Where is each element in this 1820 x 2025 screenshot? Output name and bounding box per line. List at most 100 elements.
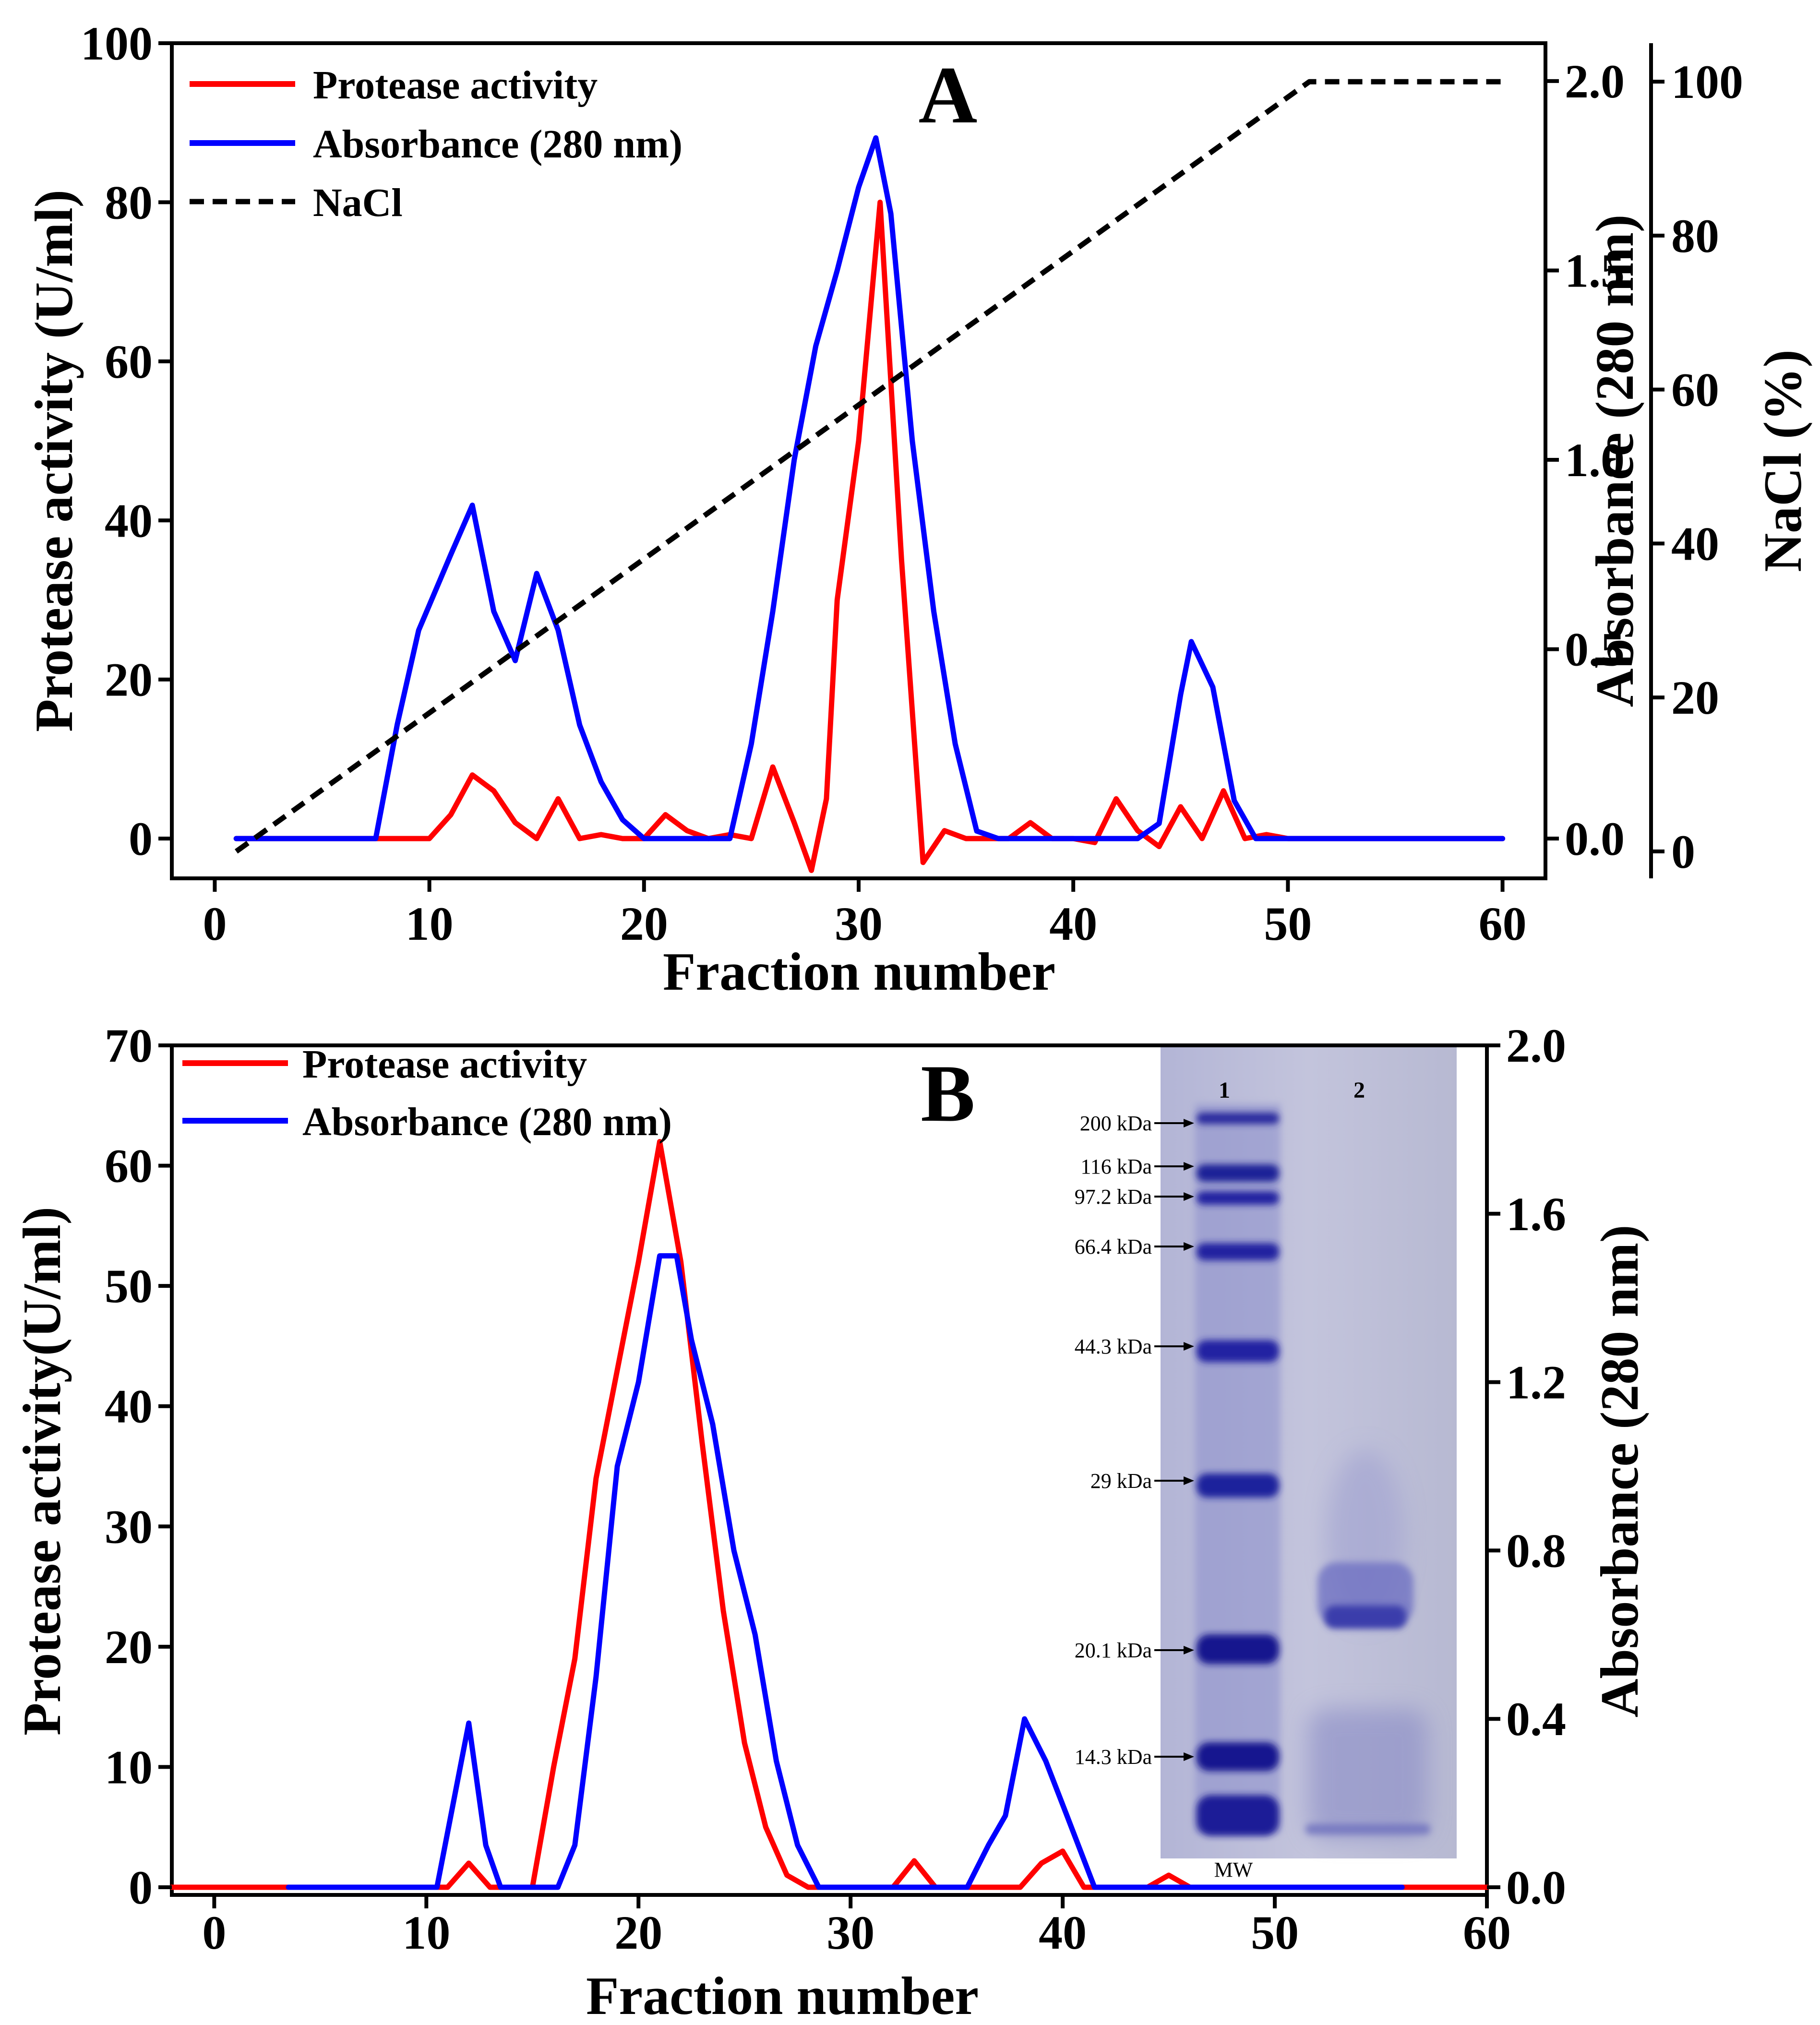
panel-a-series-layer bbox=[233, 79, 1506, 873]
gel-marker-arrow-head bbox=[1184, 1162, 1194, 1171]
b-y2-tick-label: 0.4 bbox=[1506, 1692, 1566, 1746]
gel-marker-arrow-head bbox=[1184, 1119, 1194, 1127]
b-x-tick-label: 40 bbox=[1039, 1906, 1087, 1959]
legend-b-absorbance-label: Absorbance (280 nm) bbox=[302, 1100, 672, 1144]
a-y3-tick-label: 80 bbox=[1671, 209, 1719, 263]
b-y-tick-label: 40 bbox=[105, 1380, 153, 1433]
panel-b-plot-frame bbox=[170, 1043, 1489, 1897]
sds-page-gel-inset: 1 2 MW 200 kDa 116 kDa 97.2 kDa 66.4 kDa 44.… bbox=[1075, 1047, 1457, 1881]
panel-b-chart: 0 10 20 30 40 50 60 0 10 20 30 40 50 60 70 0.0 0.4 0.8 1.2… bbox=[12, 1019, 1650, 2025]
panel-a-x-axis-label: Fraction number bbox=[663, 942, 1055, 1002]
panel-a-legend: Protease activity Absorbance (280 nm) Na… bbox=[190, 63, 682, 225]
a-y-tick-label: 40 bbox=[105, 494, 153, 547]
series-b-absorbance-line bbox=[286, 1253, 1405, 1890]
gel-marker-arrow-head bbox=[1184, 1242, 1194, 1251]
a-y2-tick-label: 2.0 bbox=[1565, 55, 1625, 108]
gel-marker-label: 116 kDa bbox=[1080, 1155, 1152, 1178]
gel-lane-1-smear bbox=[1195, 1104, 1281, 1833]
b-y-tick-label: 0 bbox=[129, 1861, 153, 1914]
gel-lane-2-number: 2 bbox=[1353, 1078, 1365, 1103]
ladder-band-29 bbox=[1197, 1474, 1279, 1498]
gel-ladder-bands bbox=[1197, 1113, 1279, 1836]
panel-b-y-axis-label: Protease activity(U/ml) bbox=[12, 1207, 72, 1736]
b-x-tick-label: 30 bbox=[826, 1906, 874, 1959]
a-y-tick-label: 0 bbox=[129, 812, 153, 865]
gel-lane-1-number: 1 bbox=[1219, 1078, 1230, 1103]
ladder-band-44 bbox=[1197, 1340, 1279, 1362]
ladder-band-116 bbox=[1197, 1164, 1279, 1182]
b-x-tick-label: 20 bbox=[614, 1906, 662, 1959]
a-y-tick-label: 100 bbox=[81, 17, 153, 70]
a-y-tick-label: 20 bbox=[105, 653, 153, 707]
series-a-absorbance-line bbox=[233, 135, 1506, 841]
panel-b-x-axis-label: Fraction number bbox=[586, 1966, 979, 2025]
a-x-tick-label: 50 bbox=[1264, 897, 1312, 950]
series-a-nacl-line bbox=[234, 79, 1503, 854]
a-y3-tick-label: 100 bbox=[1671, 55, 1743, 108]
panel-a-chart: 0 10 20 30 40 50 60 0 20 40 60 80 100 0.0 0.5 1.0 1.5 2.0… bbox=[24, 17, 1813, 1002]
b-y2-tick-label: 0.0 bbox=[1506, 1861, 1566, 1914]
a-y3-tick-label: 60 bbox=[1671, 363, 1719, 417]
panel-a-letter: A bbox=[919, 50, 978, 140]
panel-b-y2-axis-label: Absorbance (280 nm) bbox=[1590, 1225, 1650, 1718]
b-x-tick-label: 10 bbox=[402, 1906, 450, 1959]
legend-a-absorbance-label: Absorbance (280 nm) bbox=[313, 122, 682, 167]
b-y-tick-label: 30 bbox=[105, 1500, 153, 1553]
a-y2-tick-label: 0.0 bbox=[1565, 812, 1625, 865]
panel-b-legend: Protease activity Absorbance (280 nm) bbox=[182, 1042, 672, 1144]
ladder-band-200 bbox=[1197, 1113, 1279, 1124]
gel-marker-label: 200 kDa bbox=[1080, 1112, 1152, 1135]
panel-a-y3-axis-label: NaCl (%) bbox=[1753, 349, 1813, 572]
a-x-tick-label: 0 bbox=[203, 897, 227, 950]
a-y3-tick-label: 20 bbox=[1671, 671, 1719, 724]
a-x-tick-label: 10 bbox=[406, 897, 454, 950]
gel-marker-labels: 200 kDa 116 kDa 97.2 kDa 66.4 kDa 44.3 kDa 29… bbox=[1075, 1112, 1194, 1769]
panel-a-y2-axis-label: Absorbance (280 nm) bbox=[1585, 215, 1645, 707]
panel-a-y-axis-label: Protease activity (U/ml) bbox=[24, 190, 84, 732]
ladder-band-66 bbox=[1197, 1243, 1279, 1260]
a-x-tick-label: 60 bbox=[1479, 897, 1527, 950]
b-y-tick-label: 70 bbox=[105, 1019, 153, 1072]
gel-marker-arrow-head bbox=[1184, 1646, 1194, 1654]
ladder-band-bottom bbox=[1197, 1795, 1279, 1836]
series-a-protease-line bbox=[233, 199, 1506, 873]
b-x-tick-label: 60 bbox=[1463, 1906, 1511, 1959]
gel-marker-arrow-head bbox=[1184, 1476, 1194, 1485]
b-y2-tick-label: 2.0 bbox=[1506, 1019, 1566, 1072]
gel-marker-label: 44.3 kDa bbox=[1075, 1335, 1152, 1358]
b-x-tick-label: 0 bbox=[202, 1906, 226, 1959]
gel-lane-2-dye-front bbox=[1305, 1824, 1430, 1834]
gel-marker-label: 97.2 kDa bbox=[1075, 1185, 1152, 1209]
b-y-tick-label: 10 bbox=[105, 1740, 153, 1794]
a-x-tick-label: 40 bbox=[1049, 897, 1097, 950]
b-x-tick-label: 50 bbox=[1251, 1906, 1299, 1959]
ladder-band-14 bbox=[1197, 1742, 1279, 1771]
gel-marker-arrow-head bbox=[1184, 1342, 1194, 1351]
b-y-tick-label: 60 bbox=[105, 1139, 153, 1193]
gel-marker-label: 20.1 kDa bbox=[1075, 1639, 1152, 1662]
a-y-tick-label: 80 bbox=[105, 176, 153, 229]
gel-marker-label: 29 kDa bbox=[1090, 1469, 1152, 1493]
a-y2-tick-label: 1.0 bbox=[1565, 433, 1625, 487]
gel-marker-arrow-head bbox=[1184, 1752, 1194, 1761]
b-y2-tick-label: 0.8 bbox=[1506, 1524, 1566, 1577]
a-x-tick-label: 20 bbox=[620, 897, 668, 950]
a-y3-tick-label: 0 bbox=[1671, 825, 1695, 878]
panel-a-ticks: 0 10 20 30 40 50 60 0 20 40 60 80 100 0.0 0.5 1.0 1.5 2.0… bbox=[81, 17, 1743, 950]
gel-marker-label: 66.4 kDa bbox=[1075, 1235, 1152, 1258]
a-y2-tick-label: 0.5 bbox=[1565, 623, 1625, 676]
gel-lane-2-main-band bbox=[1325, 1606, 1406, 1629]
panel-b-series-layer bbox=[169, 1139, 1490, 1890]
ladder-band-97 bbox=[1197, 1191, 1279, 1205]
b-y2-tick-label: 1.2 bbox=[1506, 1356, 1566, 1409]
legend-a-nacl-label: NaCl bbox=[313, 180, 403, 225]
b-y-tick-label: 50 bbox=[105, 1259, 153, 1313]
a-y2-tick-label: 1.5 bbox=[1565, 244, 1625, 297]
legend-a-protease-label: Protease activity bbox=[313, 63, 598, 108]
b-y2-tick-label: 1.6 bbox=[1506, 1187, 1566, 1241]
gel-ladder-label: MW bbox=[1214, 1858, 1253, 1881]
panel-b-letter: B bbox=[921, 1048, 975, 1138]
gel-lane-2-low-smear bbox=[1308, 1709, 1428, 1838]
gel-marker-label: 14.3 kDa bbox=[1075, 1745, 1152, 1769]
